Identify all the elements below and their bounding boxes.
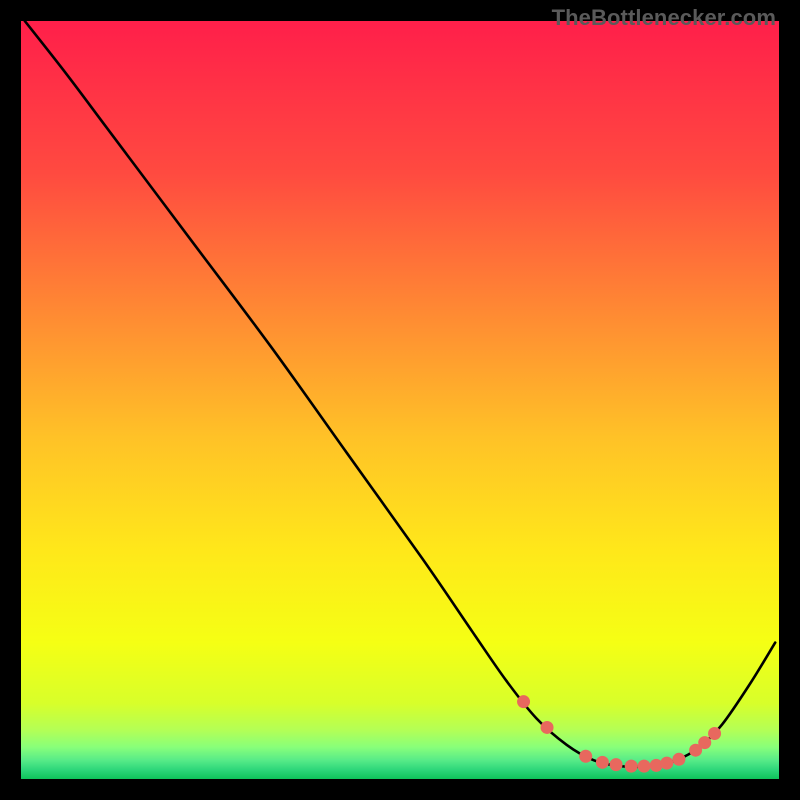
curve-marker bbox=[708, 727, 721, 740]
curve-marker bbox=[579, 750, 592, 763]
curve-marker bbox=[610, 758, 623, 771]
curve-marker bbox=[625, 760, 638, 773]
curve-marker bbox=[541, 721, 554, 734]
curve-marker bbox=[638, 760, 651, 773]
bottleneck-curve-plot bbox=[21, 21, 779, 779]
watermark-text: TheBottlenecker.com bbox=[552, 5, 776, 31]
curve-marker bbox=[517, 695, 530, 708]
chart-frame: TheBottlenecker.com bbox=[0, 0, 800, 800]
curve-marker bbox=[660, 757, 673, 770]
curve-marker bbox=[672, 753, 685, 766]
gradient-background bbox=[21, 21, 779, 779]
curve-marker bbox=[596, 756, 609, 769]
curve-marker bbox=[698, 736, 711, 749]
